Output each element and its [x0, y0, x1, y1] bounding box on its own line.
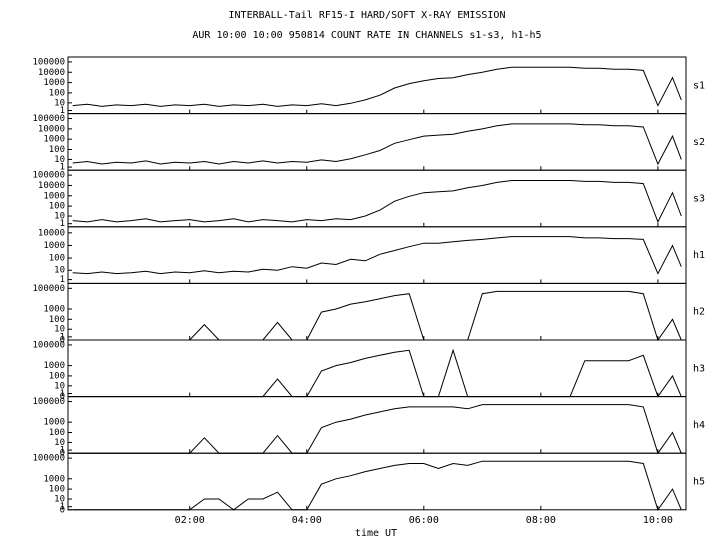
y-tick-label: 10000	[38, 124, 65, 134]
y-tick-label: 0	[60, 336, 65, 346]
y-tick-label: 10	[54, 155, 65, 165]
series-line	[72, 236, 682, 275]
y-tick-label: 100	[49, 145, 65, 155]
y-tick-label: 10	[54, 266, 65, 276]
y-tick-label: 1000	[43, 474, 65, 484]
panel-label: h5	[693, 477, 705, 488]
x-tick-label: 04:00	[292, 515, 322, 526]
y-tick-label: 0	[60, 392, 65, 402]
y-tick-label: 10	[54, 325, 65, 335]
y-tick-label: 100	[49, 371, 65, 381]
panel-label: s3	[693, 194, 705, 205]
panel-label: s1	[693, 80, 705, 91]
x-tick-label: 06:00	[409, 515, 439, 526]
series-line	[72, 404, 682, 455]
y-tick-label: 10	[54, 495, 65, 505]
y-tick-label: 1000	[43, 418, 65, 428]
y-tick-label: 1	[60, 389, 65, 399]
y-tick-label: 0	[60, 449, 65, 459]
y-tick-label: 1000	[43, 135, 65, 145]
panel-label: h2	[693, 307, 705, 318]
y-tick-label: 10000	[38, 68, 65, 78]
y-tick-label: 10	[54, 381, 65, 391]
y-tick-label: 1000	[43, 191, 65, 201]
chart-subtitle: AUR 10:00 10:00 950814 COUNT RATE IN CHA…	[192, 30, 541, 41]
panel-frame	[67, 169, 687, 228]
y-tick-label: 1	[60, 219, 65, 229]
y-tick-label: 100000	[32, 340, 65, 350]
y-tick-label: 1000	[43, 78, 65, 88]
x-tick-label: 08:00	[526, 515, 556, 526]
y-tick-label: 1	[60, 106, 65, 116]
chart-title: INTERBALL-Tail RF15-I HARD/SOFT X-RAY EM…	[229, 10, 506, 21]
y-tick-label: 1000	[43, 361, 65, 371]
series-line	[72, 348, 682, 398]
panel-label: s2	[693, 137, 705, 148]
y-tick-label: 10000	[38, 181, 65, 191]
panel-frame	[67, 339, 687, 398]
y-tick-label: 0	[60, 505, 65, 515]
series-line	[72, 290, 682, 342]
y-tick-label: 10	[54, 438, 65, 448]
y-tick-label: 100000	[32, 284, 65, 294]
y-tick-label: 1	[60, 446, 65, 456]
x-axis-label: time UT	[355, 528, 397, 539]
y-tick-label: 100	[49, 485, 65, 495]
y-tick-label: 100000	[32, 397, 65, 407]
y-tick-label: 100000	[32, 114, 65, 124]
y-tick-label: 100000	[32, 57, 65, 67]
y-tick-label: 100000	[32, 171, 65, 181]
y-tick-label: 1	[60, 332, 65, 342]
y-tick-label: 10	[54, 212, 65, 222]
y-tick-label: 100	[49, 88, 65, 98]
y-tick-label: 1	[60, 502, 65, 512]
y-tick-label: 1	[60, 163, 65, 173]
y-tick-label: 100	[49, 202, 65, 212]
series-line	[72, 180, 682, 224]
panel-label: h1	[693, 250, 705, 261]
panel-label: h4	[693, 420, 705, 431]
y-tick-label: 10000	[38, 228, 65, 238]
panel-frame	[67, 113, 687, 171]
x-tick-label: 02:00	[175, 515, 205, 526]
y-tick-label: 100	[49, 254, 65, 264]
x-tick-label: 10:00	[643, 515, 673, 526]
y-tick-label: 1000	[43, 304, 65, 314]
y-tick-label: 100000	[32, 454, 65, 464]
series-line	[72, 66, 682, 107]
panel-label: h3	[693, 363, 705, 374]
y-tick-label: 10	[54, 98, 65, 108]
panel-frame	[67, 56, 687, 115]
y-tick-label: 100	[49, 428, 65, 438]
y-tick-label: 100	[49, 315, 65, 325]
panel-frame	[67, 452, 687, 511]
series-line	[72, 123, 682, 166]
y-tick-label: 1000	[43, 241, 65, 251]
series-line	[72, 460, 682, 511]
y-tick-label: 1	[60, 275, 65, 285]
